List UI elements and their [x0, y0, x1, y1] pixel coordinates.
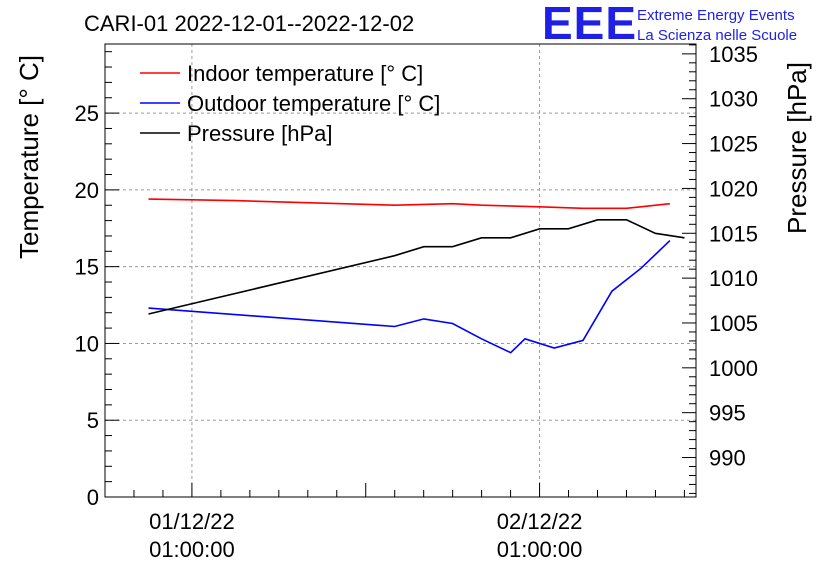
series-line-1: [148, 240, 671, 354]
y-tick-label: 5: [87, 408, 99, 433]
y2-tick-label: 1010: [709, 266, 758, 291]
logo-line-1: Extreme Energy Events: [637, 7, 795, 24]
y-tick-label: 25: [75, 101, 99, 126]
y-tick-label: 20: [75, 178, 99, 203]
plot-frame: [104, 43, 697, 498]
series-layer: [148, 198, 685, 354]
y2-axis-title: Pressure [hPa]: [782, 62, 812, 234]
series-line-0: [148, 198, 670, 210]
y2-tick-label: 1000: [709, 356, 758, 381]
legend: Indoor temperature [° C] Outdoor temperat…: [140, 61, 440, 146]
y2-tick-label: 1015: [709, 221, 758, 246]
x-tick-label: 01:00:00: [149, 537, 235, 562]
y2-tick-label: 995: [709, 401, 746, 426]
logo-letters: EEE: [542, 0, 637, 49]
x-tick-label: 02/12/22: [497, 509, 583, 534]
right-axis: 990 995 1000 1005 1010 1015 1020 1025 1030 1035: [682, 42, 758, 494]
legend-label: Indoor temperature [° C]: [187, 61, 423, 86]
legend-label: Pressure [hPa]: [187, 121, 333, 146]
y2-tick-label: 1030: [709, 87, 758, 112]
left-axis: 0 5 10 15 20 25: [75, 51, 119, 510]
series-line-2: [148, 219, 685, 315]
legend-label: Outdoor temperature [° C]: [187, 91, 440, 116]
y-tick-label: 10: [75, 331, 99, 356]
x-tick-label: 01/12/22: [149, 509, 235, 534]
grid: [105, 44, 696, 497]
y2-tick-label: 1025: [709, 132, 758, 157]
y2-tick-label: 1005: [709, 311, 758, 336]
x-tick-label: 01:00:00: [497, 537, 583, 562]
eee-logo: EEE Extreme Energy Events La Scienza nel…: [542, 0, 797, 49]
y2-tick-label: 1020: [709, 176, 758, 201]
bottom-axis: 01/12/22 01:00:00 02/12/22 01:00:00: [104, 483, 685, 562]
y-tick-label: 0: [87, 485, 99, 510]
y-tick-label: 15: [75, 255, 99, 280]
y-axis-title: Temperature [° C]: [14, 55, 44, 259]
logo-line-2: La Scienza nelle Scuole: [637, 27, 797, 44]
y2-tick-label: 990: [709, 446, 746, 471]
y2-tick-label: 1035: [709, 42, 758, 67]
chart-title: CARI-01 2022-12-01--2022-12-02: [84, 11, 414, 36]
